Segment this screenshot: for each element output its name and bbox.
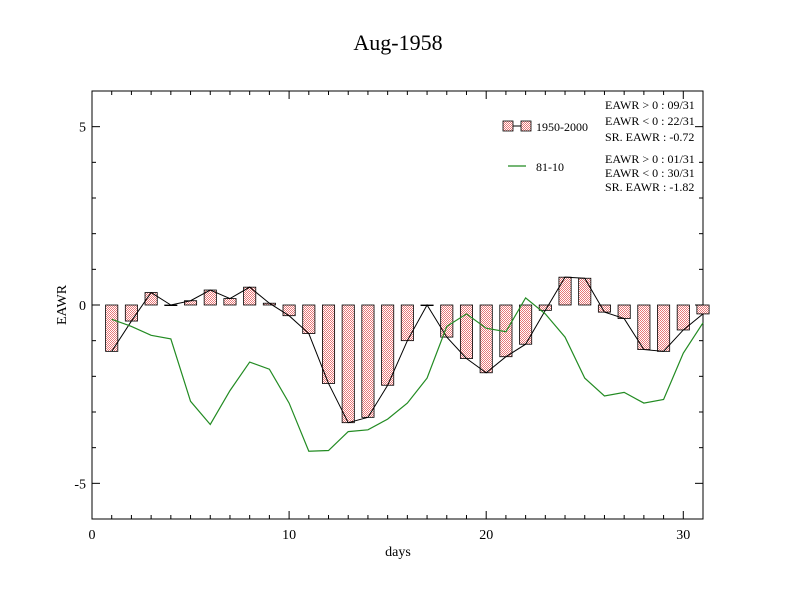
y-axis-label: EAWR xyxy=(55,284,70,325)
x-tick-label: 10 xyxy=(282,528,296,543)
bar-day-20 xyxy=(479,304,493,374)
bar-day-24 xyxy=(558,276,572,306)
y-tick-label: -5 xyxy=(74,477,86,492)
x-tick-label: 0 xyxy=(89,528,96,543)
bar-day-2 xyxy=(124,304,138,322)
axes: 0 10 20 30 -5 0 5 xyxy=(74,90,704,543)
stats-line-pos: EAWR > 0 : 01/31 xyxy=(605,152,695,166)
bar-series-connector-line xyxy=(111,276,704,424)
stats-bar-neg: EAWR < 0 : 22/31 xyxy=(605,114,695,128)
legend-label-line: 81-10 xyxy=(536,160,564,174)
bar-day-13 xyxy=(341,304,355,424)
stats-line-neg: EAWR < 0 : 30/31 xyxy=(605,166,695,180)
x-tick-label: 20 xyxy=(479,528,493,543)
y-tick-label: 0 xyxy=(79,299,86,314)
bar-day-31 xyxy=(696,304,710,315)
chart-title: Aug-1958 xyxy=(353,30,442,55)
legend: 1950-2000 81-10 EAWR > 0 : 09/31 EAWR < … xyxy=(502,98,695,194)
y-tick-label: 5 xyxy=(79,121,86,136)
bar-day-22 xyxy=(519,304,533,345)
stats-bar-sr: SR. EAWR : -0.72 xyxy=(605,130,694,144)
bar-day-14 xyxy=(361,304,375,418)
x-axis-label: days xyxy=(385,545,411,560)
bars-series xyxy=(105,276,710,424)
bar-day-25 xyxy=(578,277,592,306)
legend-swatch-bar-left xyxy=(502,120,514,132)
normal-81-10-line xyxy=(111,296,704,452)
legend-label-bar: 1950-2000 xyxy=(536,120,588,134)
bar-day-7 xyxy=(223,298,237,306)
legend-swatch-bar-right xyxy=(520,120,532,132)
bar-day-27 xyxy=(617,304,631,319)
bar-day-26 xyxy=(597,304,611,313)
stats-bar-pos: EAWR > 0 : 09/31 xyxy=(605,98,695,112)
bar-day-10 xyxy=(282,304,296,317)
bar-day-15 xyxy=(381,304,395,386)
bar-day-16 xyxy=(400,304,414,342)
stats-line-sr: SR. EAWR : -1.82 xyxy=(605,180,694,194)
x-tick-label: 30 xyxy=(676,528,690,543)
line-series xyxy=(111,276,704,452)
bar-day-29 xyxy=(657,304,671,352)
bar-day-18 xyxy=(440,304,454,338)
bar-day-19 xyxy=(459,304,473,359)
